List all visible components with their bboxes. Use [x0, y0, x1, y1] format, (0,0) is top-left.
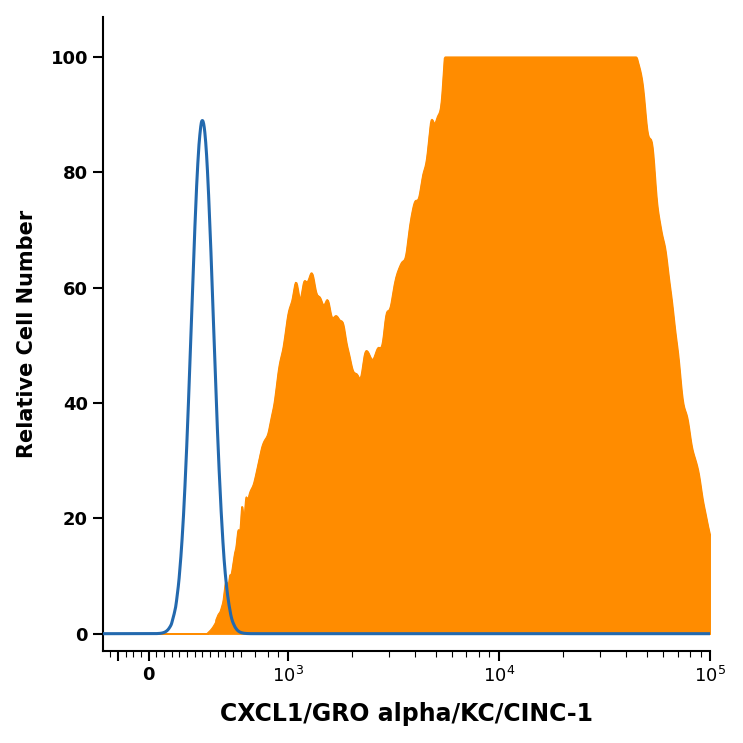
Y-axis label: Relative Cell Number: Relative Cell Number [16, 210, 36, 458]
X-axis label: CXCL1/GRO alpha/KC/CINC-1: CXCL1/GRO alpha/KC/CINC-1 [220, 702, 593, 727]
